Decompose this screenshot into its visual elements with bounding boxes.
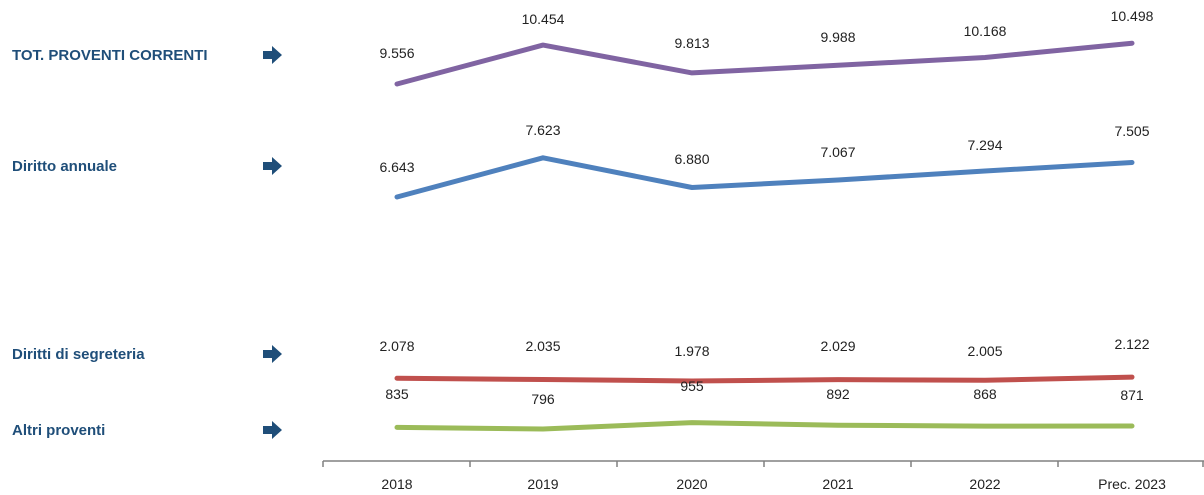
series-line-3 xyxy=(394,420,1135,432)
data-label: 9.813 xyxy=(674,35,709,51)
arrow-right-icon xyxy=(263,421,282,439)
series-label-3: Altri proventi xyxy=(12,422,105,439)
data-label: 10.454 xyxy=(522,11,565,27)
x-tick-label: Prec. 2023 xyxy=(1098,476,1166,492)
data-label: 9.988 xyxy=(820,29,855,45)
arrow-right-icon xyxy=(263,157,282,175)
series-label-0: TOT. PROVENTI CORRENTI xyxy=(12,47,208,64)
data-label: 2.078 xyxy=(379,338,414,354)
data-label: 10.168 xyxy=(964,23,1007,39)
arrow-right-icon xyxy=(263,345,282,363)
value-labels: 9.556 10.454 9.813 9.988 10.168 10.498 6.643 7.… xyxy=(379,8,1153,407)
data-label: 2.029 xyxy=(820,338,855,354)
data-label: 7.623 xyxy=(525,122,560,138)
data-label: 955 xyxy=(680,378,704,394)
data-label: 871 xyxy=(1120,387,1144,403)
x-axis: 2018 2019 2020 2021 2022 Prec. 2023 xyxy=(322,460,1204,492)
series-lines xyxy=(394,40,1135,432)
data-label: 892 xyxy=(826,386,850,402)
data-label: 6.643 xyxy=(379,159,414,175)
x-tick-label: 2022 xyxy=(969,476,1000,492)
data-label: 7.505 xyxy=(1114,123,1149,139)
data-label: 868 xyxy=(973,386,997,402)
series-line-2 xyxy=(394,374,1135,384)
data-label: 2.122 xyxy=(1114,336,1149,352)
arrow-right-icon xyxy=(263,46,282,64)
data-label: 835 xyxy=(385,386,409,402)
data-label: 1.978 xyxy=(674,343,709,359)
data-label: 7.294 xyxy=(967,137,1002,153)
data-label: 7.067 xyxy=(820,144,855,160)
series-labels: TOT. PROVENTI CORRENTI Diritto annuale Dir… xyxy=(12,46,282,439)
x-tick-label: 2020 xyxy=(676,476,707,492)
data-label: 6.880 xyxy=(674,151,709,167)
x-tick-label: 2018 xyxy=(381,476,412,492)
data-label: 2.005 xyxy=(967,343,1002,359)
x-tick-label: 2021 xyxy=(822,476,853,492)
data-label: 2.035 xyxy=(525,338,560,354)
series-line-1 xyxy=(394,155,1135,200)
data-label: 796 xyxy=(531,391,555,407)
data-label: 10.498 xyxy=(1111,8,1154,24)
series-label-1: Diritto annuale xyxy=(12,158,117,175)
series-label-2: Diritti di segreteria xyxy=(12,346,145,363)
x-tick-label: 2019 xyxy=(527,476,558,492)
data-label: 9.556 xyxy=(379,45,414,61)
series-line-0 xyxy=(394,40,1135,87)
